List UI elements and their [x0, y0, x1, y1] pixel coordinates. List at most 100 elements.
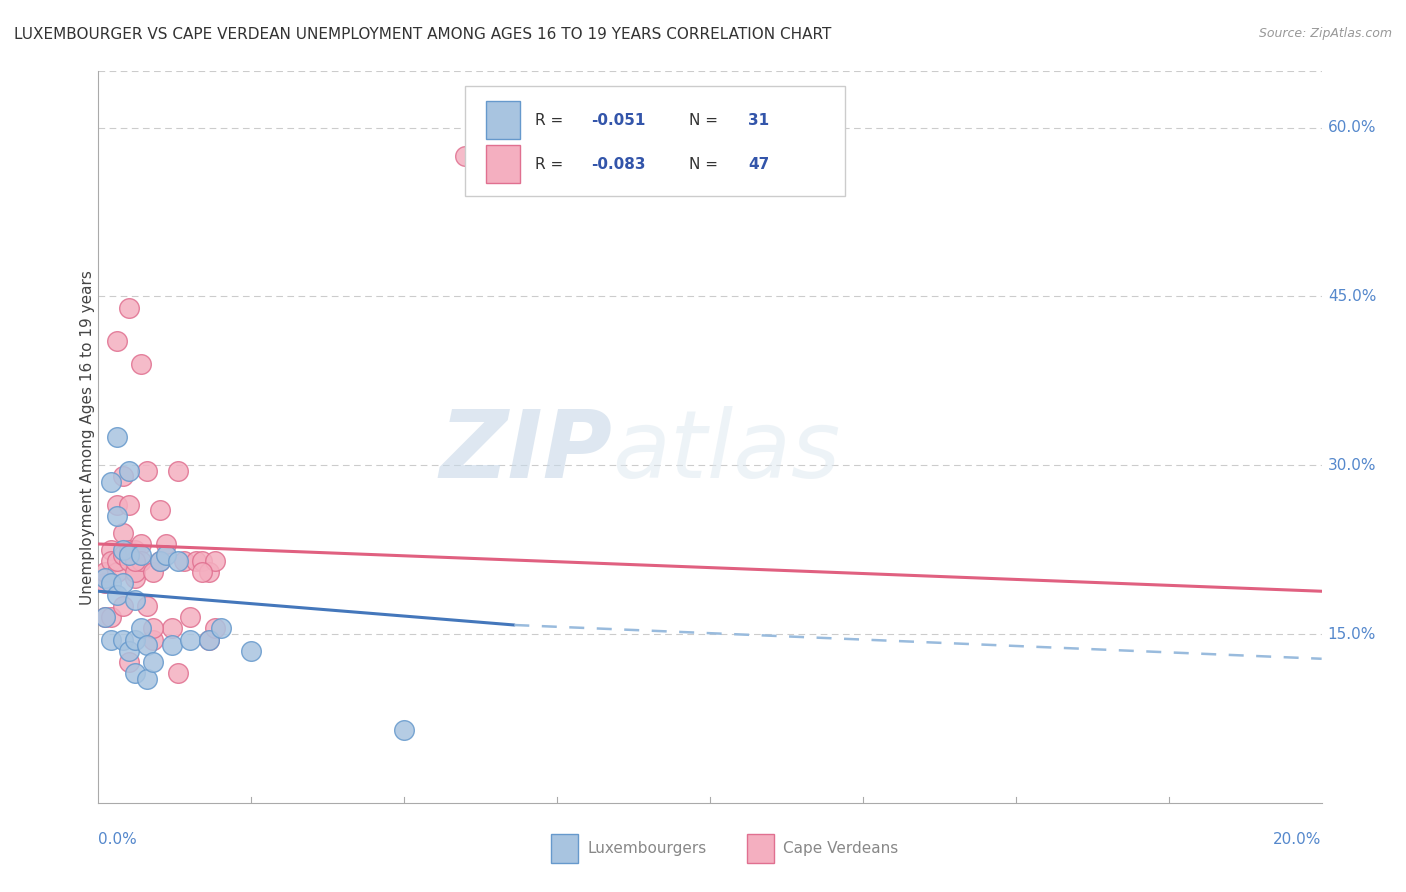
- Text: 45.0%: 45.0%: [1327, 289, 1376, 304]
- Text: Cape Verdeans: Cape Verdeans: [783, 840, 898, 855]
- Point: [124, 565, 146, 579]
- Point: [129, 548, 152, 562]
- Bar: [551, 833, 578, 863]
- Bar: [747, 833, 773, 863]
- Point: [136, 464, 159, 478]
- Point: [100, 554, 122, 568]
- Point: [129, 621, 152, 635]
- Point: [111, 469, 134, 483]
- Text: N =: N =: [689, 157, 723, 172]
- FancyBboxPatch shape: [465, 86, 845, 195]
- Text: LUXEMBOURGER VS CAPE VERDEAN UNEMPLOYMENT AMONG AGES 16 TO 19 YEARS CORRELATION : LUXEMBOURGER VS CAPE VERDEAN UNEMPLOYMEN…: [14, 27, 831, 42]
- Text: -0.083: -0.083: [592, 157, 645, 172]
- Point: [100, 542, 122, 557]
- Point: [142, 655, 165, 669]
- Text: -0.051: -0.051: [592, 113, 645, 128]
- Point: [124, 571, 146, 585]
- Point: [136, 638, 159, 652]
- Text: R =: R =: [536, 157, 568, 172]
- Point: [105, 334, 128, 349]
- Point: [111, 525, 134, 540]
- Point: [118, 548, 141, 562]
- Point: [111, 632, 134, 647]
- Point: [149, 554, 172, 568]
- Point: [100, 475, 122, 489]
- Point: [142, 632, 165, 647]
- Point: [105, 554, 128, 568]
- Point: [149, 554, 172, 568]
- Text: 15.0%: 15.0%: [1327, 626, 1376, 641]
- Point: [124, 554, 146, 568]
- Point: [124, 666, 146, 681]
- Point: [118, 542, 141, 557]
- Text: ZIP: ZIP: [439, 406, 612, 498]
- Text: 30.0%: 30.0%: [1327, 458, 1376, 473]
- Point: [136, 599, 159, 613]
- Bar: [486, 102, 520, 139]
- Point: [167, 666, 190, 681]
- Point: [93, 565, 115, 579]
- Point: [204, 621, 226, 635]
- Point: [173, 554, 195, 568]
- Text: R =: R =: [536, 113, 568, 128]
- Point: [197, 565, 219, 579]
- Point: [129, 537, 152, 551]
- Point: [100, 576, 122, 591]
- Point: [118, 644, 141, 658]
- Text: 20.0%: 20.0%: [1274, 832, 1322, 847]
- Point: [155, 548, 177, 562]
- Point: [105, 498, 128, 512]
- Point: [124, 632, 146, 647]
- Point: [124, 593, 146, 607]
- Point: [160, 638, 183, 652]
- Point: [93, 571, 115, 585]
- Point: [118, 301, 141, 315]
- Point: [155, 537, 177, 551]
- Point: [93, 576, 115, 591]
- Point: [191, 565, 214, 579]
- Text: atlas: atlas: [612, 406, 841, 497]
- Point: [191, 554, 214, 568]
- Point: [105, 588, 128, 602]
- Point: [179, 632, 201, 647]
- Point: [129, 554, 152, 568]
- Point: [111, 576, 134, 591]
- Point: [197, 632, 219, 647]
- Point: [186, 554, 208, 568]
- Point: [118, 554, 141, 568]
- Point: [118, 464, 141, 478]
- Point: [111, 548, 134, 562]
- Text: 47: 47: [748, 157, 769, 172]
- Point: [100, 610, 122, 624]
- Point: [149, 503, 172, 517]
- Y-axis label: Unemployment Among Ages 16 to 19 years: Unemployment Among Ages 16 to 19 years: [80, 269, 94, 605]
- Point: [124, 542, 146, 557]
- Point: [118, 498, 141, 512]
- Point: [93, 610, 115, 624]
- Point: [167, 554, 190, 568]
- Bar: [486, 145, 520, 183]
- Point: [209, 621, 232, 635]
- Point: [160, 621, 183, 635]
- Point: [204, 554, 226, 568]
- Text: Luxembourgers: Luxembourgers: [588, 840, 707, 855]
- Point: [129, 357, 152, 371]
- Point: [118, 655, 141, 669]
- Point: [93, 610, 115, 624]
- Text: 31: 31: [748, 113, 769, 128]
- Point: [111, 542, 134, 557]
- Point: [392, 723, 416, 737]
- Text: 0.0%: 0.0%: [98, 832, 138, 847]
- Point: [100, 632, 122, 647]
- Text: 60.0%: 60.0%: [1327, 120, 1376, 135]
- Point: [105, 565, 128, 579]
- Point: [111, 599, 134, 613]
- Point: [142, 621, 165, 635]
- Point: [136, 672, 159, 686]
- Point: [240, 644, 263, 658]
- Text: N =: N =: [689, 113, 723, 128]
- Point: [179, 610, 201, 624]
- Point: [197, 632, 219, 647]
- Point: [105, 508, 128, 523]
- Point: [167, 464, 190, 478]
